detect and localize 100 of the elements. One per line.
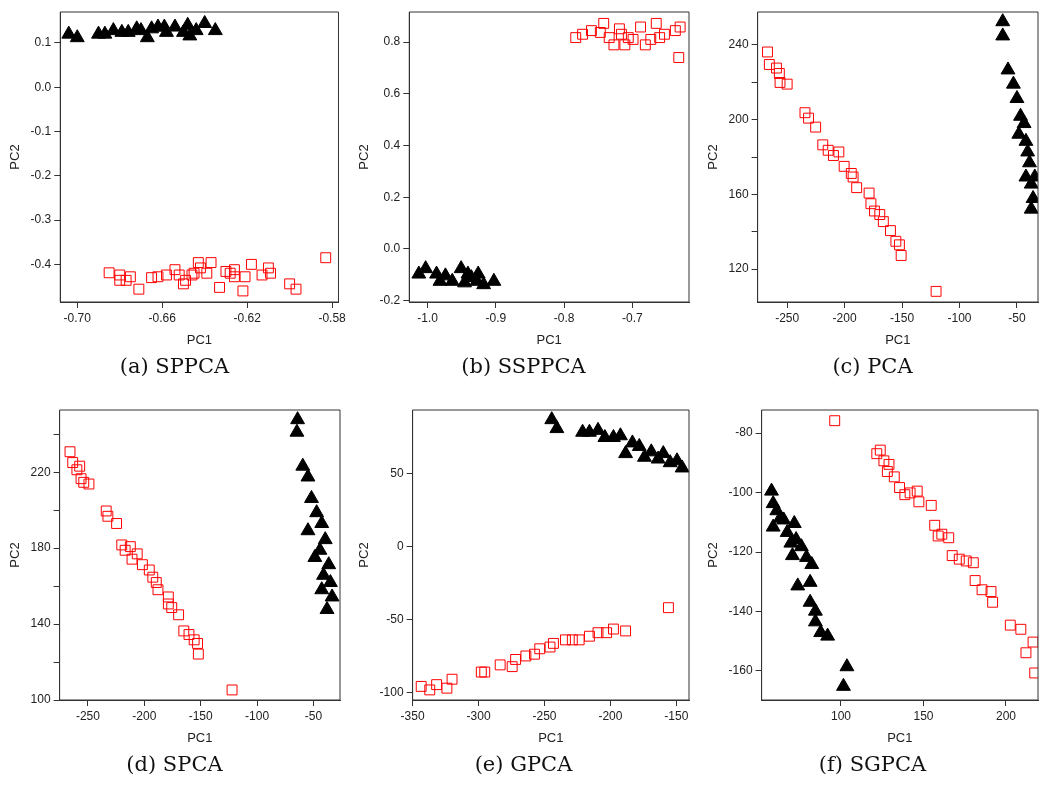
point	[162, 591, 174, 603]
x-tick-label: -150	[188, 708, 214, 723]
point	[304, 489, 319, 503]
point	[803, 112, 814, 124]
point	[486, 272, 502, 286]
point	[654, 32, 666, 44]
point	[894, 482, 906, 493]
point	[631, 437, 647, 451]
y-axis-title: PC2	[705, 542, 721, 568]
point	[205, 257, 217, 269]
point	[995, 13, 1011, 27]
point	[173, 269, 185, 281]
point	[773, 68, 785, 79]
point	[197, 15, 213, 29]
point	[594, 26, 606, 38]
x-tick-label: -0.8	[553, 310, 575, 325]
point	[300, 522, 316, 536]
point	[549, 420, 565, 434]
point	[598, 17, 610, 29]
point	[807, 602, 823, 616]
point	[851, 182, 863, 194]
point	[74, 460, 86, 472]
point	[930, 285, 942, 297]
y-tick-label: 160	[728, 186, 749, 201]
point	[320, 252, 332, 264]
point	[674, 459, 689, 473]
point	[673, 52, 685, 63]
point	[883, 458, 895, 470]
x-axis-title: PC1	[187, 729, 213, 745]
point	[476, 276, 492, 290]
point	[838, 160, 850, 172]
point	[874, 209, 886, 220]
point	[180, 16, 196, 30]
point	[162, 598, 174, 610]
point	[178, 278, 189, 290]
point	[904, 487, 916, 499]
y-tick-label: -140	[728, 603, 753, 618]
x-tick-label: -250	[75, 708, 101, 723]
text: (f) SGPCA	[817, 752, 928, 776]
point	[592, 627, 604, 639]
point	[776, 511, 792, 525]
point	[828, 150, 839, 161]
y-tick-label: -0.2	[30, 168, 52, 183]
point	[577, 28, 589, 40]
point	[674, 21, 686, 33]
x-axis-title: PC1	[538, 729, 564, 745]
point	[214, 281, 226, 293]
point	[418, 260, 434, 274]
y-tick-label: 0.1	[34, 35, 52, 50]
point	[895, 250, 907, 261]
point	[136, 559, 148, 571]
point	[650, 17, 662, 29]
point	[1015, 623, 1027, 635]
point	[316, 566, 331, 580]
point	[1018, 132, 1034, 146]
y-tick-label: -50	[386, 611, 404, 626]
x-tick-label: -0.9	[485, 310, 507, 325]
point	[925, 499, 937, 511]
point	[446, 673, 458, 685]
point	[620, 625, 632, 637]
point	[146, 272, 158, 284]
point	[192, 648, 204, 660]
point	[114, 269, 126, 281]
point	[290, 411, 306, 425]
point	[317, 531, 333, 545]
point	[67, 457, 79, 469]
point	[946, 550, 958, 562]
y-tick-label: 220	[30, 464, 51, 479]
point	[781, 78, 793, 90]
point	[603, 32, 615, 44]
point	[114, 274, 126, 286]
point	[771, 62, 782, 74]
point	[799, 107, 811, 119]
point	[424, 684, 436, 696]
point	[645, 33, 657, 45]
point	[431, 679, 443, 691]
point	[913, 496, 925, 508]
x-tick-label: -200	[132, 708, 157, 723]
point	[178, 625, 190, 637]
y-tick-label: 0.0	[34, 79, 52, 94]
x-axis-title: PC1	[887, 729, 913, 745]
x-tick-label: -0.7	[622, 310, 644, 325]
point	[103, 267, 115, 279]
point	[1004, 619, 1016, 631]
point	[237, 285, 249, 297]
point	[169, 264, 181, 276]
point	[228, 271, 240, 283]
point	[529, 648, 540, 660]
point	[613, 23, 625, 35]
x-tick-label: -250	[775, 310, 800, 325]
x-tick-label: -0.58	[318, 310, 347, 325]
point	[932, 530, 944, 542]
y-tick-label: -0.3	[30, 212, 52, 227]
point	[802, 593, 818, 607]
point	[226, 684, 238, 696]
point	[548, 637, 559, 649]
y-tick-label: 240	[728, 37, 749, 52]
point	[881, 466, 893, 477]
point	[573, 634, 585, 646]
x-tick-label: -100	[947, 310, 972, 325]
